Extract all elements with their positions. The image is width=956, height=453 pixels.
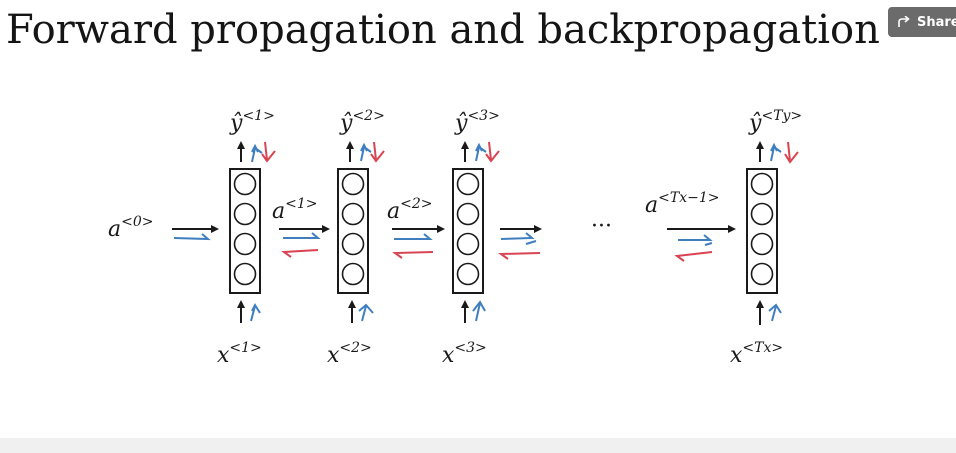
cell-box: [337, 168, 369, 294]
forward-blue-arrow: [500, 232, 537, 245]
activation-3-out: [497, 225, 542, 260]
bottom-bar: [0, 438, 956, 453]
forward-blue-arrow: [283, 232, 321, 239]
forward-blue-arrow: [394, 233, 433, 240]
cell-box: [746, 168, 778, 294]
backward-output-arrow: [485, 141, 500, 163]
rnn-cell-t: ŷ<Ty> x<Tx>: [730, 108, 802, 368]
forward-output-arrow: [770, 142, 782, 162]
forward-output-arrow: [251, 143, 263, 163]
cell-box: [452, 168, 484, 294]
unit-circle: [750, 172, 774, 196]
slide-title: Forward propagation and backpropagation: [6, 7, 880, 53]
backward-input-arrow: [768, 303, 782, 322]
activation-label-t-minus-1: a<Tx−1>: [645, 190, 719, 218]
input-label-1: x<1>: [217, 340, 262, 368]
output-label-t: ŷ<Ty>: [748, 108, 802, 136]
backward-input-arrow: [472, 300, 486, 322]
backward-red-arrow: [391, 251, 434, 259]
unit-circle: [750, 262, 774, 286]
forward-blue-arrow: [678, 234, 713, 246]
unit-circle: [456, 172, 480, 196]
input-label-t: x<Tx>: [730, 340, 783, 368]
share-arrow-icon: [898, 16, 910, 27]
activation-1: a<1>: [272, 196, 330, 258]
share-button[interactable]: Share: [888, 7, 956, 37]
activation-label-0: a<0>: [108, 214, 154, 242]
unit-circle: [341, 262, 365, 286]
backward-output-arrow: [261, 141, 276, 163]
cell-box: [229, 168, 261, 294]
activation-t-minus-1: a<Tx−1>: [645, 190, 736, 262]
unit-circle: [341, 232, 365, 256]
input-label-3: x<3>: [442, 340, 487, 368]
backward-red-arrow: [674, 251, 713, 262]
unit-circle: [233, 232, 257, 256]
unit-circle: [233, 202, 257, 226]
unit-circle: [341, 202, 365, 226]
forward-output-arrow: [360, 142, 372, 162]
backward-input-arrow: [358, 303, 374, 322]
ellipsis: ···: [591, 214, 612, 239]
output-label-3: ŷ<3>: [454, 108, 500, 136]
share-button-label: Share: [917, 14, 956, 30]
unit-circle: [750, 232, 774, 256]
activation-label-2: a<2>: [387, 196, 433, 224]
rnn-cell-3: ŷ<3> x<3>: [442, 108, 500, 368]
forward-blue-arrow: [173, 233, 211, 241]
backward-red-arrow: [281, 249, 319, 258]
output-label-2: ŷ<2>: [339, 108, 385, 136]
activation-0: a<0>: [108, 214, 219, 242]
input-label-2: x<2>: [327, 340, 372, 368]
unit-circle: [750, 202, 774, 226]
rnn-cell-1: ŷ<1> x<1>: [217, 108, 276, 368]
unit-circle: [233, 262, 257, 286]
backward-input-arrow: [250, 302, 261, 322]
activation-label-1: a<1>: [272, 196, 318, 224]
activation-2: a<2>: [387, 196, 445, 259]
unit-circle: [456, 202, 480, 226]
unit-circle: [456, 262, 480, 286]
backward-output-arrow: [370, 141, 385, 163]
rnn-cell-2: ŷ<2> x<2>: [327, 108, 385, 368]
forward-output-arrow: [475, 142, 487, 162]
backward-red-arrow: [497, 252, 541, 260]
unit-circle: [456, 232, 480, 256]
backward-output-arrow: [784, 141, 799, 164]
unit-circle: [341, 172, 365, 196]
output-label-1: ŷ<1>: [229, 108, 275, 136]
unit-circle: [233, 172, 257, 196]
